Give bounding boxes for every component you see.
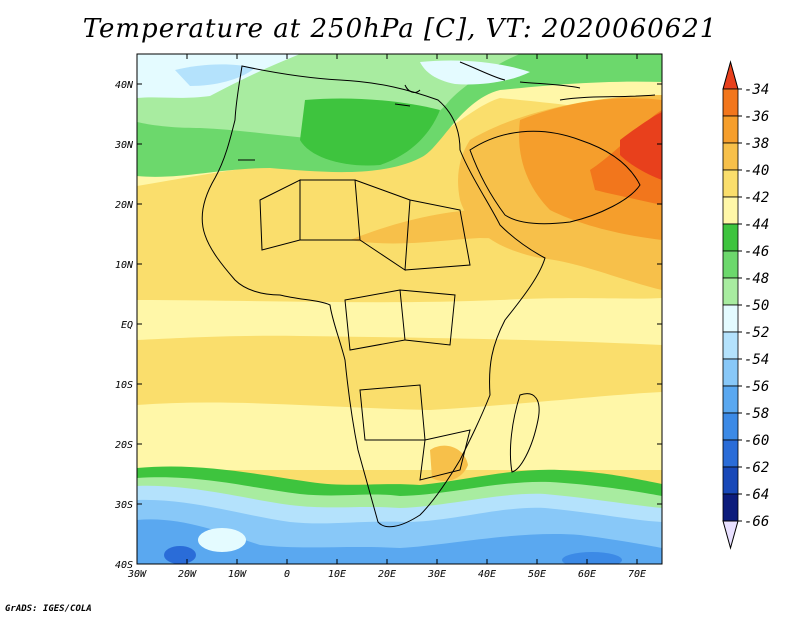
- colorbar-label: -62: [744, 460, 769, 476]
- colorbar-segment: [722, 439, 739, 468]
- lon-label: 40E: [478, 569, 496, 580]
- colorbar-segment: [722, 169, 739, 198]
- lat-label: 40N: [115, 80, 134, 91]
- colorbar-segment: [722, 466, 739, 495]
- lat-label: 20N: [115, 200, 134, 211]
- lat-label: 10S: [115, 380, 133, 391]
- lon-label: 30E: [427, 569, 446, 580]
- temperature-field: [137, 54, 662, 564]
- colorbar-label: -56: [744, 379, 769, 395]
- colorbar-segment: [722, 223, 739, 252]
- colorbar-label: -54: [744, 352, 769, 368]
- colorbar-label: -58: [744, 406, 769, 422]
- colorbar-segment: [722, 142, 739, 171]
- colorbar-label: -44: [744, 217, 769, 233]
- colorbar-label: -50: [744, 298, 769, 314]
- colorbar-label: -52: [744, 325, 769, 341]
- lon-label: 10E: [328, 569, 346, 580]
- colorbar-label: -48: [744, 271, 769, 287]
- colorbar-segment: [722, 196, 739, 225]
- lon-label: 50E: [528, 569, 546, 580]
- colorbar-segment: [722, 385, 739, 414]
- colorbar-label: -60: [744, 433, 769, 449]
- colorbar-segment: [722, 88, 739, 117]
- grads-credit: GrADS: IGES/COLA: [5, 604, 92, 614]
- longitude-labels: 30W 20W 10W 0 10E 20E 30E 40E 50E 60E 70E: [127, 569, 646, 580]
- colorbar-segment: [722, 60, 739, 90]
- colorbar-label: -40: [744, 163, 769, 179]
- colorbar-label: -66: [744, 514, 769, 530]
- lon-label: 20E: [378, 569, 396, 580]
- lat-label: 20S: [115, 440, 133, 451]
- colorbar-segment: [722, 358, 739, 387]
- colorbar-label: -36: [744, 109, 769, 125]
- colorbar-segment: [722, 250, 739, 279]
- colorbar-label: -34: [744, 82, 769, 98]
- colorbar-segment: [722, 331, 739, 360]
- colorbar-label: -46: [744, 244, 769, 260]
- axis-ticks: [136, 54, 662, 565]
- plot-frame: [136, 53, 663, 565]
- lon-label: 0: [284, 569, 290, 580]
- colorbar-label: -38: [744, 136, 769, 152]
- colorbar-label: -64: [744, 487, 769, 503]
- map-title: Temperature at 250hPa [C], VT: 202006062…: [82, 14, 718, 44]
- lon-label: 30W: [127, 569, 147, 580]
- lat-label: 40S: [115, 560, 133, 571]
- colorbar-segment: [722, 493, 739, 522]
- colorbar-segment: [722, 304, 739, 333]
- colorbar-segment: [722, 412, 739, 441]
- colorbar-segment: [722, 277, 739, 306]
- lon-label: 10W: [228, 569, 247, 580]
- lon-label: 60E: [578, 569, 596, 580]
- colorbar-segment: [722, 520, 739, 550]
- colorbar: -34 -36 -38 -40 -42 -44 -46 -48 -50 -52 -54 -56 -58 -…: [722, 60, 769, 550]
- latitude-labels: 40N 30N 20N 10N EQ 10S 20S 30S 40S: [114, 80, 134, 571]
- lon-label: 20W: [178, 569, 197, 580]
- coastline-outlines: [201, 61, 656, 528]
- lat-label: 30N: [114, 140, 134, 151]
- lat-label: 30S: [114, 500, 133, 511]
- lon-label: 70E: [628, 569, 646, 580]
- colorbar-segment: [722, 115, 739, 144]
- lat-label: EQ: [121, 320, 133, 331]
- lat-label: 10N: [115, 260, 134, 271]
- colorbar-label: -42: [744, 190, 769, 206]
